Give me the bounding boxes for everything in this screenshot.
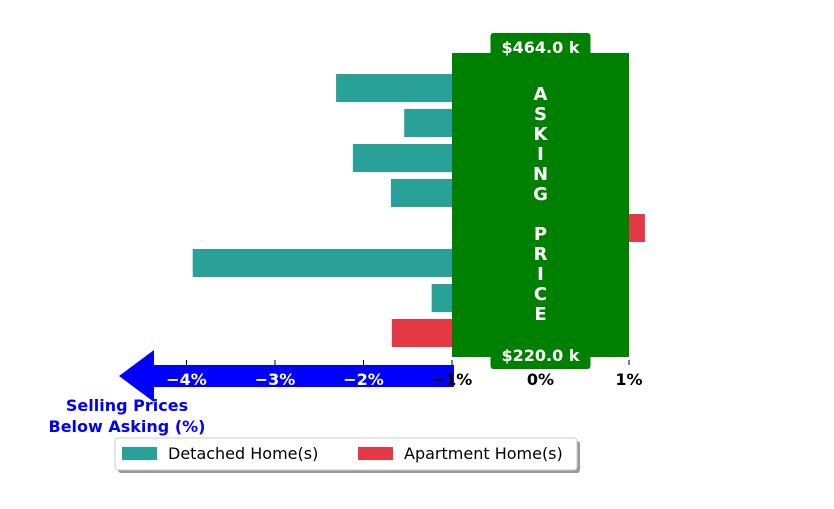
x-tick-label: −1% [432,370,473,389]
x-tick-label: 1% [615,370,642,389]
asking-bottom-value-box [490,341,591,369]
selling-below-asking-arrow [119,350,454,402]
bar [390,179,452,207]
asking-top-value-box [490,33,591,61]
x-tick-label: −3% [255,370,296,389]
bar [336,74,452,102]
asking-top-value: $464.0 k [502,38,580,57]
bar [629,214,645,242]
asking-bottom-value: $220.0 k [502,346,580,365]
bar [352,144,452,172]
bar [391,319,452,347]
legend-label: Detached Home(s) [168,444,318,463]
asking-price-band [452,53,629,357]
x-tick-label: −4% [166,370,207,389]
x-tick-label: −2% [343,370,384,389]
legend-swatch [358,447,393,460]
legend-box [114,437,578,471]
legend-label: Apartment Home(s) [404,444,563,463]
annotation-line2: Below Asking (%) [49,417,206,436]
bar [192,249,452,277]
x-tick-label: 0% [527,370,554,389]
bar [431,284,452,312]
bar [404,109,452,137]
annotation-line1: Selling Prices [66,396,188,415]
legend-swatch [122,447,157,460]
